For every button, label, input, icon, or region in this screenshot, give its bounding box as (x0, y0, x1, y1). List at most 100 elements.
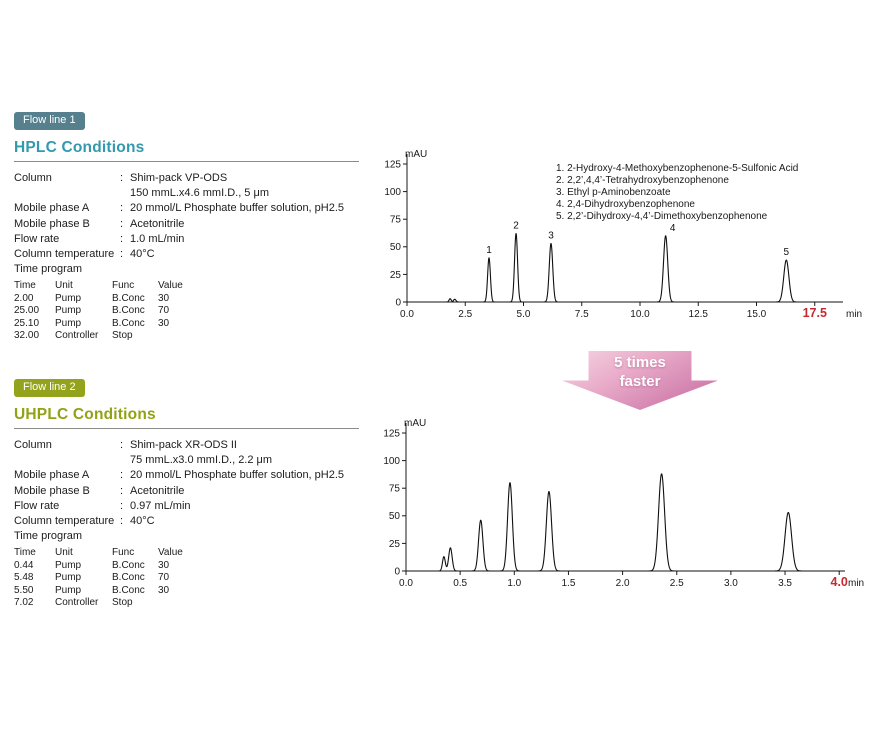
svg-text:125: 125 (384, 159, 401, 170)
condition-separator: : (120, 248, 124, 261)
svg-text:50: 50 (390, 242, 402, 253)
condition-label: Mobile phase A (14, 469, 90, 482)
time-program-cell: 30 (158, 292, 170, 304)
condition-row: 75 mmL.x3.0 mmI.D., 2.2 μm (14, 453, 376, 468)
time-program-cell: Pump (55, 559, 82, 571)
svg-text:125: 125 (383, 428, 400, 439)
time-program-row: 5.48 Pump B.Conc 70 (14, 572, 376, 584)
svg-text:2. 2,2’,4,4’-Tetrahydroxybenzo: 2. 2,2’,4,4’-Tetrahydroxybenzophenone (556, 175, 729, 186)
time-program-cell: 0.44 (14, 559, 34, 571)
condition-separator: : (120, 232, 124, 245)
time-program-cell: Pump (55, 572, 82, 584)
condition-label: Flow rate (14, 232, 60, 245)
time-program-cell: Value (158, 280, 183, 292)
svg-text:5. 2,2’-Dihydroxy-4,4’-Dimetho: 5. 2,2’-Dihydroxy-4,4’-Dimethoxybenzophe… (556, 211, 768, 222)
time-program-cell: Pump (55, 317, 82, 329)
time-program-cell: 25.10 (14, 317, 40, 329)
condition-value: 20 mmol/L Phosphate buffer solution, pH2… (130, 202, 345, 215)
time-program-cell: Unit (55, 280, 73, 292)
time-program-cell: Pump (55, 584, 82, 596)
condition-label (14, 186, 120, 201)
time-program-cell: Value (158, 547, 183, 559)
condition-label (14, 453, 120, 468)
svg-text:mAU: mAU (404, 418, 426, 429)
condition-value: Shim-pack XR-ODS II (130, 439, 237, 451)
time-program-cell: B.Conc (112, 292, 145, 304)
time-program-row: 25.10 Pump B.Conc 30 (14, 318, 376, 330)
condition-separator: : (120, 499, 124, 512)
svg-text:1: 1 (486, 245, 492, 256)
svg-text:75: 75 (390, 215, 402, 226)
condition-separator (120, 186, 130, 201)
svg-text:25: 25 (390, 270, 402, 281)
time-program-cell: Controller (55, 330, 99, 342)
svg-text:7.5: 7.5 (575, 309, 589, 320)
condition-label: Time program (14, 263, 83, 276)
time-program-cell: 32.00 (14, 330, 40, 342)
time-program-header-row: Time Unit Func Value (14, 547, 376, 559)
time-program-cell: Time (14, 547, 36, 559)
condition-row: Column temperature : 40°C (14, 247, 376, 262)
section-underline (14, 428, 359, 429)
uhplc-chromatogram: 0 25 50 75 100 125 0.0 0.5 1.0 1.5 2.0 2.5 3.0 3.5 4.0… (383, 418, 864, 589)
condition-separator: : (120, 484, 124, 497)
hplc-conditions-section: Flow line 1 HPLC Conditions Column : Shi… (14, 110, 376, 342)
svg-text:17.5: 17.5 (803, 306, 827, 320)
condition-value: 75 mmL.x3.0 mmI.D., 2.2 μm (130, 454, 273, 467)
condition-value: 1.0 mL/min (130, 232, 185, 245)
svg-text:4: 4 (670, 223, 676, 234)
uhplc-conditions-title: UHPLC Conditions (14, 406, 156, 423)
condition-row: Column : Shim-pack XR-ODS II (14, 438, 376, 453)
condition-row: Time program (14, 529, 376, 544)
condition-separator: : (120, 439, 124, 451)
uhplc-conditions-section: Flow line 2 UHPLC Conditions Column : Sh… (14, 377, 376, 609)
time-program-table: Time Unit Func Value 2.00 Pump B.Conc 30… (14, 280, 376, 342)
time-program-cell: B.Conc (112, 305, 145, 317)
svg-text:min: min (846, 309, 862, 320)
svg-text:5: 5 (784, 247, 790, 258)
time-program-cell: Stop (112, 597, 133, 609)
svg-text:3. Ethyl p-Aminobenzoate: 3. Ethyl p-Aminobenzoate (556, 187, 671, 198)
svg-text:0: 0 (395, 297, 401, 308)
time-program-cell: 70 (158, 572, 170, 584)
speed-arrow-label: 5 times faster (562, 353, 718, 391)
condition-label: Time program (14, 530, 83, 543)
condition-row: Flow rate : 0.97 mL/min (14, 499, 376, 514)
time-program-cell: B.Conc (112, 584, 145, 596)
time-program-cell: B.Conc (112, 559, 145, 571)
condition-row: Column temperature : 40°C (14, 514, 376, 529)
condition-value: Acetonitrile (130, 217, 185, 230)
svg-text:4.0: 4.0 (831, 575, 848, 589)
time-program-cell: Pump (55, 292, 82, 304)
svg-text:2.5: 2.5 (458, 309, 472, 320)
svg-text:1. 2-Hydroxy-4-Methoxybenzophe: 1. 2-Hydroxy-4-Methoxybenzophenone-5-Sul… (556, 163, 798, 174)
condition-row: Time program (14, 262, 376, 277)
time-program-cell: B.Conc (112, 572, 145, 584)
time-program-cell: Time (14, 280, 36, 292)
time-program-cell: 30 (158, 559, 170, 571)
time-program-cell: 70 (158, 305, 170, 317)
time-program-cell: Controller (55, 597, 99, 609)
condition-row: Column : Shim-pack VP-ODS (14, 171, 376, 186)
section-underline (14, 161, 359, 162)
svg-text:2.0: 2.0 (616, 578, 630, 589)
uhplc-conditions-list: Column : Shim-pack XR-ODS II 75 mmL.x3.0… (14, 438, 376, 544)
condition-separator: : (120, 172, 124, 184)
time-program-cell: 7.02 (14, 597, 34, 609)
time-program-cell: Func (112, 547, 135, 559)
svg-text:3.5: 3.5 (778, 578, 792, 589)
time-program-cell: B.Conc (112, 317, 145, 329)
svg-text:75: 75 (389, 484, 401, 495)
time-program-cell (158, 330, 192, 342)
svg-text:3.0: 3.0 (724, 578, 738, 589)
condition-value: 40°C (130, 515, 155, 528)
condition-separator (120, 453, 130, 468)
svg-text:3: 3 (548, 230, 554, 241)
condition-label: Column temperature (14, 515, 115, 528)
condition-label: Column temperature (14, 248, 115, 261)
svg-text:5.0: 5.0 (517, 309, 531, 320)
svg-text:2: 2 (513, 221, 519, 232)
condition-label: Column (14, 439, 52, 451)
time-program-cell: Stop (112, 330, 133, 342)
